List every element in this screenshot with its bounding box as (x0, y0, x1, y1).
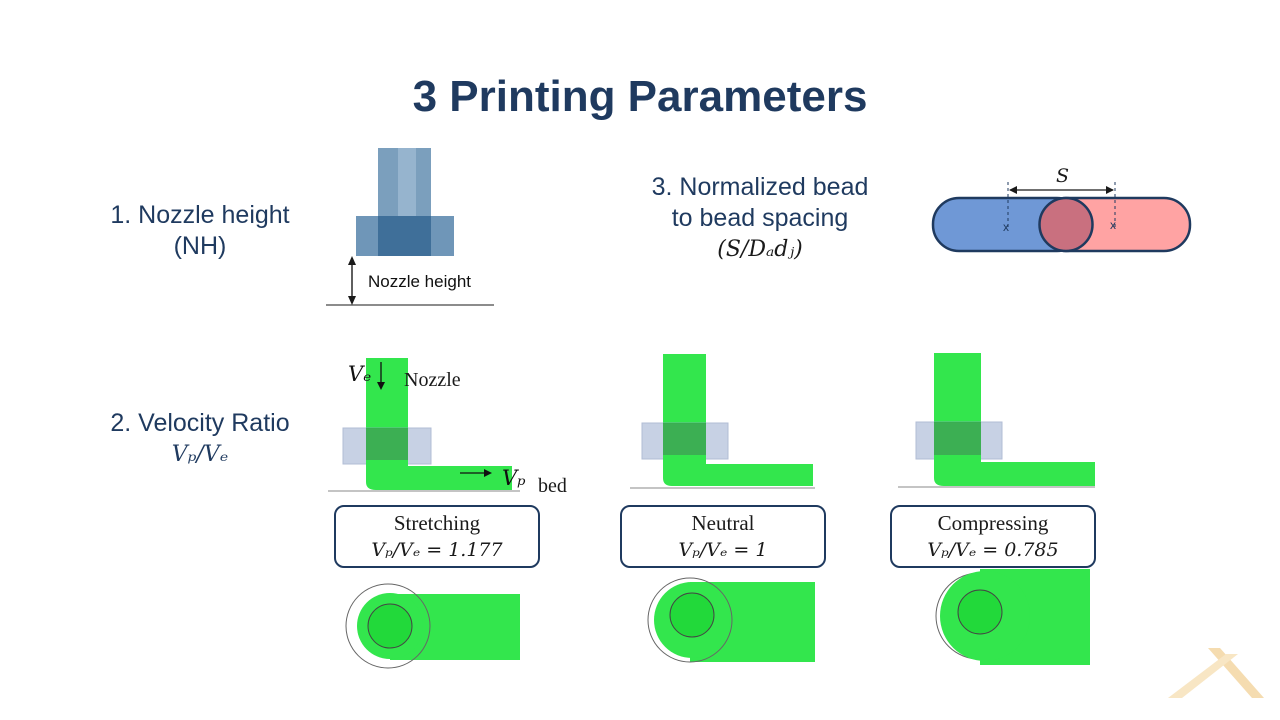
param3-formula: (S/Dₐdⱼ) (717, 237, 803, 262)
bead-center-mark-left: x (1003, 220, 1009, 234)
page-title: 3 Printing Parameters (412, 72, 868, 121)
nozzle-inner (669, 592, 715, 638)
compressing-side-view (898, 353, 1095, 488)
arrow-head-down (348, 296, 356, 305)
nozzle-upper-highlight (398, 148, 416, 216)
neutral-cross-section (647, 577, 815, 663)
nozzle-height-diagram (326, 148, 494, 306)
bead-overlap (1038, 196, 1094, 253)
nozzle-inner (367, 603, 413, 649)
arrow-head-up (348, 256, 356, 265)
ve-arrow-head (377, 382, 385, 390)
bead-center-mark-right: x (1110, 218, 1116, 232)
nozzle-tip-core (366, 428, 408, 464)
nozzle-outline (647, 577, 733, 663)
vp-arrow-head (484, 469, 492, 477)
param3-title-line1: 3. Normalized bead (651, 173, 869, 201)
bed-label: bed (538, 475, 567, 497)
logo-stroke-2 (1168, 654, 1238, 698)
neutral-side-view (630, 354, 815, 489)
nozzle-tip-core (378, 216, 431, 256)
deposited-bead (934, 455, 1095, 486)
vp-label: Vₚ (502, 466, 526, 490)
case-formula: Vₚ/Vₑ = 1.177 (371, 539, 503, 561)
spacing-label: S (1056, 165, 1069, 187)
bead-spacing-diagram: x x S (931, 165, 1192, 253)
compressing-cross-section (935, 569, 1090, 665)
nozzle-tip-core (934, 422, 981, 459)
case-box-stretching: Stretching Vₚ/Vₑ = 1.177 (334, 505, 540, 568)
deposited-bead (366, 460, 512, 490)
param1-title-line1: 1. Nozzle height (110, 201, 290, 229)
param1-title-line2: (NH) (173, 232, 227, 260)
nozzle-height-label: Nozzle height (368, 272, 472, 291)
spacing-arrow-left-head (1009, 186, 1017, 194)
param3-title-line2: to bead spacing (671, 204, 849, 232)
param3-title: 3. Normalized bead to bead spacing (S/Dₐ… (620, 172, 900, 265)
case-formula: Vₚ/Vₑ = 0.785 (927, 539, 1059, 561)
stretching-cross-section (345, 583, 520, 669)
nozzle-tip-core (663, 423, 706, 459)
stretching-side-view (328, 358, 520, 492)
case-box-neutral: Neutral Vₚ/Vₑ = 1 (620, 505, 826, 568)
case-name: Neutral (691, 511, 755, 535)
nozzle-inner (957, 589, 1003, 635)
nozzle-label: Nozzle (404, 369, 461, 391)
case-box-compressing: Compressing Vₚ/Vₑ = 0.785 (890, 505, 1096, 568)
case-name: Compressing (937, 511, 1049, 535)
param1-title: 1. Nozzle height (NH) (70, 200, 330, 262)
logo-icon (1168, 648, 1264, 698)
param2-formula: Vₚ/Vₑ (171, 442, 229, 467)
case-name: Stretching (393, 511, 481, 535)
param2-title-line1: 2. Velocity Ratio (110, 409, 290, 437)
deposited-bead (663, 455, 813, 486)
spacing-arrow-right-head (1106, 186, 1114, 194)
nozzle-outline (345, 583, 431, 669)
case-formula: Vₚ/Vₑ = 1 (678, 539, 768, 561)
ve-label: Vₑ (348, 362, 372, 386)
param2-title: 2. Velocity Ratio Vₚ/Vₑ (70, 408, 330, 470)
